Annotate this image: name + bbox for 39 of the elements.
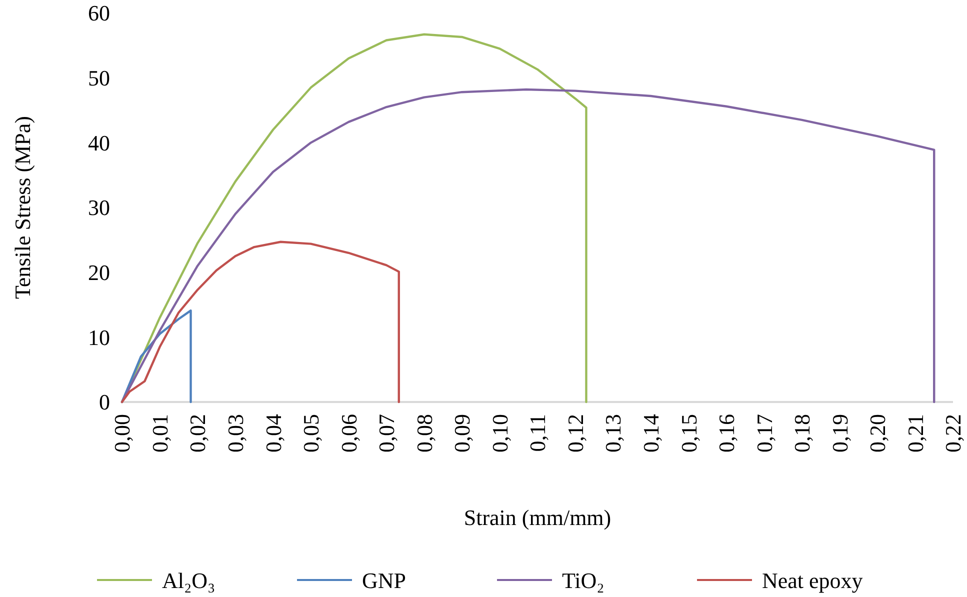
legend-label: Al₂O₃	[162, 568, 216, 593]
x-tick-label: 0,07	[374, 414, 400, 452]
x-tick-label: 0,06	[336, 414, 362, 452]
x-tick-label: 0,11	[525, 414, 550, 452]
line-series	[120, 88, 936, 404]
legend-label: Neat epoxy	[762, 568, 863, 593]
y-tick-label: 60	[88, 0, 110, 26]
x-tick-label: 0,04	[260, 414, 286, 452]
y-tick-label: 30	[88, 195, 110, 220]
x-tick-label: 0,13	[600, 414, 626, 452]
x-tick-label: 0,05	[298, 414, 324, 452]
line-series	[120, 309, 192, 404]
x-tick-label: 0,15	[676, 414, 702, 452]
x-tick-label: 0,08	[412, 414, 437, 452]
y-tick-label: 40	[88, 130, 110, 156]
x-tick-label: 0,21	[902, 414, 928, 452]
x-tick-label: 0,12	[562, 414, 588, 452]
line-series	[120, 240, 400, 404]
legend-label: TiO₂	[562, 568, 604, 593]
y-axis-title: Tensile Stress (MPa)	[10, 116, 35, 299]
x-tick-label: 0,03	[223, 414, 248, 452]
legend-label: GNP	[362, 568, 406, 593]
x-tick-label: 0,19	[827, 414, 852, 452]
x-tick-label: 0,10	[487, 414, 512, 452]
x-tick-label: 0,18	[790, 414, 815, 452]
x-tick-label: 0,22	[940, 414, 966, 452]
x-axis-title: Strain (mm/mm)	[464, 505, 612, 530]
x-tick-label: 0,00	[110, 414, 135, 452]
y-tick-label: 20	[88, 260, 110, 286]
y-tick-label: 10	[88, 324, 110, 350]
x-tick-label: 0,02	[185, 414, 210, 452]
y-tick-label: 0	[99, 390, 110, 415]
x-tick-label: 0,01	[147, 414, 172, 452]
x-tick-label: 0,09	[450, 414, 475, 452]
x-tick-label: 0,17	[752, 414, 777, 452]
x-tick-label: 0,16	[714, 414, 740, 452]
x-tick-label: 0,14	[638, 414, 664, 452]
x-tick-label: 0,20	[865, 414, 890, 452]
y-tick-label: 50	[88, 66, 110, 91]
